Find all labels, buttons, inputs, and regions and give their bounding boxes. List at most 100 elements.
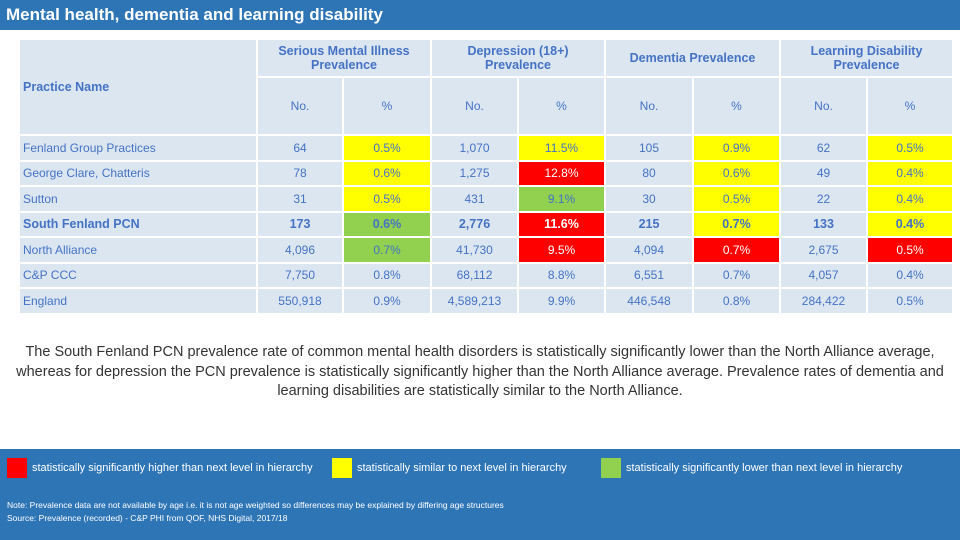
cell: 6,551	[604, 261, 694, 289]
cell: 0.7%	[342, 236, 432, 264]
group-header: Serious Mental Illness Prevalence	[256, 38, 432, 78]
cell: 9.5%	[517, 236, 606, 264]
cell: 0.8%	[692, 287, 781, 315]
cell: 12.8%	[517, 159, 606, 187]
note: Note: Prevalence data are not available …	[7, 500, 504, 510]
cell: 2,675	[779, 236, 868, 264]
cell: 0.4%	[866, 185, 954, 213]
summary: The South Fenland PCN prevalence rate of…	[16, 344, 944, 399]
legend-swatch	[601, 458, 621, 478]
subheader-row: No.% No.% No.% No.%	[19, 76, 954, 136]
cell: 11.6%	[517, 210, 606, 238]
cell: 1,275	[430, 159, 519, 187]
legend-item: statistically similar to next level in h…	[332, 458, 567, 478]
data-row: Sutton 31 0.5% 431 9.1% 30 0.5% 22 0.4%	[18, 185, 954, 213]
row-header: Practice Name	[18, 38, 258, 136]
cell: 0.6%	[342, 159, 432, 187]
subheader: No.	[256, 76, 344, 136]
cell: 7,750	[256, 261, 344, 289]
cell: 4,094	[604, 236, 694, 264]
cell: 550,918	[256, 287, 344, 315]
legend-item: statistically significantly higher than …	[7, 458, 313, 478]
cell: 0.6%	[692, 159, 781, 187]
source: Source: Prevalence (recorded) - C&P PHI …	[7, 513, 288, 523]
legend-label: statistically significantly lower than n…	[626, 462, 903, 474]
cell: 22	[779, 185, 868, 213]
cell: 8.8%	[517, 261, 606, 289]
footer: Note: Prevalence data are not available …	[0, 449, 960, 540]
cell: 446,548	[604, 287, 694, 315]
legend-swatch	[332, 458, 352, 478]
cell: 9.9%	[517, 287, 606, 315]
cell: 0.5%	[866, 134, 954, 162]
cell: 0.8%	[342, 261, 432, 289]
title: Mental health, dementia and learning dis…	[0, 0, 960, 30]
cell: 68,112	[430, 261, 519, 289]
cell: 9.1%	[517, 185, 606, 213]
cell: 105	[604, 134, 694, 162]
data-row: C&P CCC 7,750 0.8% 68,112 8.8% 6,551 0.7% 4,057…	[18, 261, 954, 289]
subheader: %	[342, 76, 432, 136]
cell: 11.5%	[517, 134, 606, 162]
cell: 0.4%	[866, 261, 954, 289]
cell: 0.5%	[342, 134, 432, 162]
data-row: Fenland Group Practices 64 0.5% 1,070 11.5% 1…	[18, 134, 954, 162]
subheader: %	[866, 76, 954, 136]
cell: 0.9%	[342, 287, 432, 315]
cell: 2,776	[430, 210, 519, 238]
cell: 0.5%	[342, 185, 432, 213]
practice-name: England	[18, 287, 258, 315]
legend-label: statistically similar to next level in h…	[357, 462, 567, 474]
data-row: George Clare, Chatteris 78 0.6% 1,275 12.8% 8…	[18, 159, 954, 187]
subheader: No.	[779, 76, 868, 136]
cell: 0.5%	[692, 185, 781, 213]
legend-label: statistically significantly higher than …	[32, 462, 313, 474]
cell: 4,589,213	[430, 287, 519, 315]
cell: 62	[779, 134, 868, 162]
practice-name: C&P CCC	[18, 261, 258, 289]
cell: 133	[779, 210, 868, 238]
data-row: South Fenland PCN 173 0.6% 2,776 11.6% 215 0.7…	[18, 210, 954, 238]
cell: 4,057	[779, 261, 868, 289]
cell: 49	[779, 159, 868, 187]
cell: 41,730	[430, 236, 519, 264]
cell: 0.7%	[692, 210, 781, 238]
group-header: Dementia Prevalence	[604, 38, 781, 78]
practice-name: Fenland Group Practices	[18, 134, 258, 162]
cell: 1,070	[430, 134, 519, 162]
cell: 30	[604, 185, 694, 213]
cell: 284,422	[779, 287, 868, 315]
cell: 78	[256, 159, 344, 187]
header-row: Practice Name Serious Mental Illness Prev…	[18, 38, 954, 136]
practice-name: North Alliance	[18, 236, 258, 264]
practice-name: George Clare, Chatteris	[18, 159, 258, 187]
cell: 173	[256, 210, 344, 238]
legend-item: statistically significantly lower than n…	[601, 458, 902, 478]
cell: 431	[430, 185, 519, 213]
cell: 0.6%	[342, 210, 432, 238]
cell: 80	[604, 159, 694, 187]
legend-swatch	[7, 458, 27, 478]
group-header: Learning Disability Prevalence	[779, 38, 954, 78]
subheader: %	[517, 76, 606, 136]
practice-name: Sutton	[18, 185, 258, 213]
cell: 0.4%	[866, 159, 954, 187]
group-header: Depression (18+) Prevalence	[430, 38, 606, 78]
practice-name: South Fenland PCN	[18, 210, 258, 238]
cell: 0.7%	[692, 261, 781, 289]
data-row: North Alliance 4,096 0.7% 41,730 9.5% 4,094 0.…	[18, 236, 954, 264]
subheader: %	[692, 76, 781, 136]
cell: 64	[256, 134, 344, 162]
cell: 215	[604, 210, 694, 238]
cell: 0.9%	[692, 134, 781, 162]
cell: 0.7%	[692, 236, 781, 264]
cell: 0.4%	[866, 210, 954, 238]
cell: 0.5%	[866, 236, 954, 264]
prevalence-table: Practice Name Serious Mental Illness Prev…	[18, 38, 954, 315]
subheader: No.	[604, 76, 694, 136]
subheader: No.	[430, 76, 519, 136]
cell: 4,096	[256, 236, 344, 264]
data-row: England 550,918 0.9% 4,589,213 9.9% 446,548 0.…	[18, 287, 954, 315]
cell: 31	[256, 185, 344, 213]
